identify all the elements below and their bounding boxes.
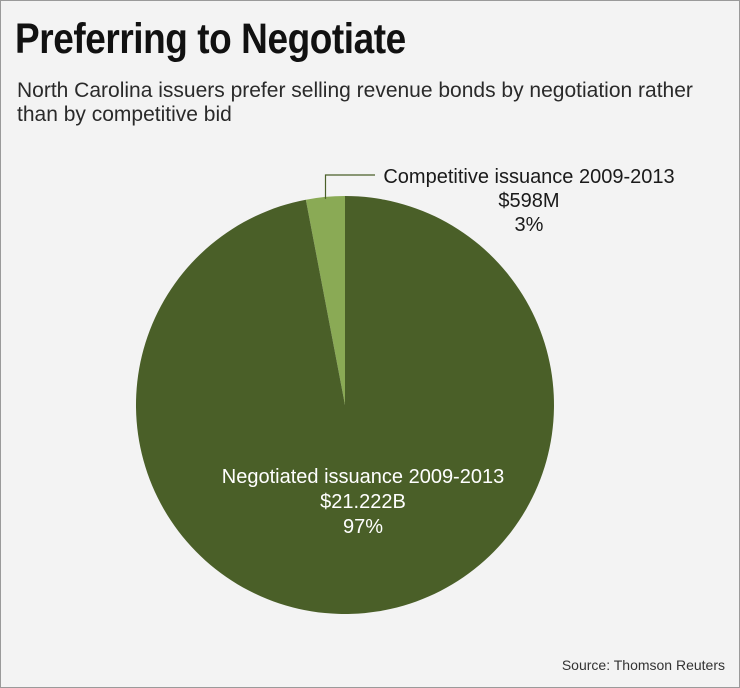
- competitive-label-name: Competitive issuance 2009-2013: [383, 166, 674, 188]
- pie-slices: [135, 196, 554, 615]
- source-note: Source: Thomson Reuters: [561, 657, 725, 673]
- competitive-label-amount: $598M: [498, 190, 559, 212]
- negotiated-label-name: Negotiated issuance 2009-2013: [222, 466, 504, 488]
- pie-slice-negotiated: [135, 196, 554, 615]
- negotiated-label-amount: $21.222B: [320, 491, 406, 513]
- chart-subtitle: North Carolina issuers prefer selling re…: [17, 79, 693, 126]
- negotiated-label-percent: 97%: [343, 516, 383, 538]
- pie-slice-competitive: [305, 196, 345, 405]
- competitive-label: Competitive issuance 2009-2013 $598M 3%: [383, 166, 674, 236]
- negotiated-label: Negotiated issuance 2009-2013 $21.222B 9…: [222, 466, 504, 538]
- competitive-leader-line: [324, 174, 375, 199]
- competitive-label-percent: 3%: [515, 214, 544, 236]
- chart-title: Preferring to Negotiate: [15, 15, 406, 63]
